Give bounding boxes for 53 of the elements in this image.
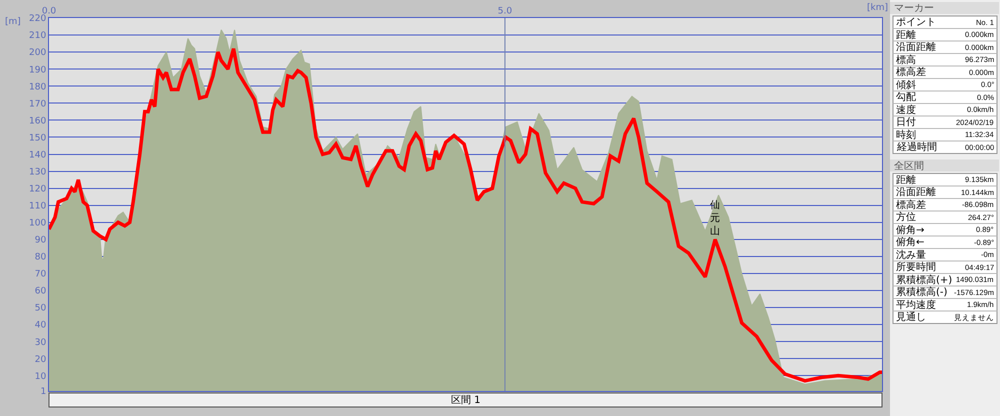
y-tick-label: 110 [29,202,46,212]
category-label: 累積標高(+) [896,274,952,286]
y-tick-label: 140 [29,150,46,160]
category-label: 方位 [896,211,916,223]
category-label: 標高差 [896,66,926,78]
y-tick-label: 100 [29,218,46,229]
category-label: 俯角← [896,236,924,248]
y-tick-label: 60 [34,286,46,297]
y-tick-label: 170 [29,99,46,110]
y-tick-label: 130 [29,167,46,178]
y-tick-label: 70 [34,270,46,280]
category-label: 俯角→ [896,224,924,236]
category-label: 平均速度 [896,299,936,311]
y-tick-label: 150 [29,133,46,144]
category-label: 速度 [896,104,916,116]
y-tick-label: 30 [34,338,46,348]
y-tick-label: 80 [34,252,46,263]
category-label: 標高差 [896,199,926,211]
y-tick-label: 180 [29,82,46,92]
category-label: 距離 [896,29,916,41]
y-axis-title: [m] [5,17,21,27]
category-label: 累積標高(-) [896,286,948,298]
y-tick-label: 120 [29,184,46,194]
category-label: 経過時間 [896,141,937,153]
category-label: 沈み量 [896,249,926,261]
category-label: 距離 [896,174,916,186]
y-tick-label: 190 [29,65,46,76]
y-tick-label: 20 [34,354,46,365]
category-label: 時刻 [896,129,916,141]
y-tick-label: 220 [29,14,46,24]
y-tick-label: 1 [40,387,46,398]
x-tick-label: 5.0 [498,6,512,16]
annotation: 仙元山 [710,200,720,237]
category-label: ポイント [896,17,936,28]
text: マーカー [894,3,934,14]
y-tick-label: 10 [34,372,46,382]
y-tick-label: 160 [29,116,46,126]
category-label: 日付 [896,117,916,128]
text: 全区間 [894,160,924,172]
text: 区間 1 [451,395,481,406]
category-label: 所要時間 [896,261,936,273]
y-tick-label: 200 [29,48,46,58]
y-tick-label: 40 [34,320,46,331]
x-axis-title: [km] [867,3,888,13]
y-tick-label: 210 [29,31,46,42]
category-label: 沿面距離 [896,186,936,198]
y-tick-label: 50 [34,304,46,314]
category-label: 標高 [896,54,916,66]
category-label: 見通し [896,311,926,323]
category-label: 勾配 [896,91,916,103]
y-tick-label: 90 [34,236,46,246]
category-label: 傾斜 [896,79,916,91]
category-label: 沿面距離 [896,41,936,53]
